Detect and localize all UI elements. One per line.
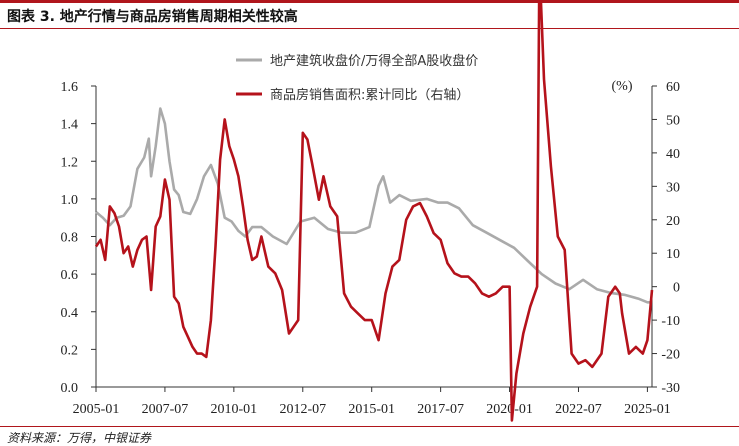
series-line-price-ratio <box>95 107 652 304</box>
x-tick-label: 2012-07 <box>279 402 326 417</box>
top-rule <box>0 0 739 3</box>
right-y-tick-label: 10 <box>666 247 680 262</box>
left-y-tick-label: 0.6 <box>61 268 79 283</box>
x-tick-label: 2015-01 <box>348 402 395 417</box>
x-tick-label: 2010-01 <box>211 402 258 417</box>
x-tick-label: 2025-01 <box>624 402 671 417</box>
left-y-tick-label: 0.0 <box>61 381 79 396</box>
figure-title: 图表 3. 地产行情与商品房销售周期相关性较高 <box>7 9 298 25</box>
right-y-tick-label: 40 <box>666 147 680 162</box>
x-tick-label: 2022-07 <box>555 402 602 417</box>
left-y-tick-label: 0.4 <box>61 306 79 321</box>
right-y-tick-label: 60 <box>666 80 680 95</box>
source-note: 资料来源：万得，中银证券 <box>7 431 152 445</box>
left-y-tick-label: 0.8 <box>61 231 79 246</box>
source-rule <box>0 426 739 427</box>
title-rule <box>0 28 739 29</box>
left-y-tick-label: 1.0 <box>61 193 79 208</box>
right-y-tick-label: -10 <box>661 314 680 329</box>
x-tick-label: 2017-07 <box>417 402 464 417</box>
right-axis-unit: (%) <box>612 79 633 94</box>
left-y-tick-label: 1.2 <box>61 155 79 170</box>
x-tick-label: 2020-01 <box>486 402 533 417</box>
legend-label: 商品房销售面积:累计同比（右轴） <box>270 87 469 103</box>
series-line-sales-area <box>94 0 654 422</box>
right-y-tick-label: 50 <box>666 113 680 128</box>
left-y-tick-label: 1.4 <box>61 118 79 133</box>
right-y-tick-label: -20 <box>661 348 680 363</box>
legend-label: 地产建筑收盘价/万得全部A股收盘价 <box>270 53 478 69</box>
right-y-tick-label: 20 <box>666 214 680 229</box>
right-y-tick-label: -30 <box>661 381 680 396</box>
x-tick-label: 2007-07 <box>142 402 189 417</box>
x-tick-label: 2005-01 <box>73 402 120 417</box>
left-y-tick-label: 1.6 <box>61 80 79 95</box>
left-y-tick-label: 0.2 <box>61 343 79 358</box>
right-y-tick-label: 0 <box>673 281 680 296</box>
right-y-tick-label: 30 <box>666 180 680 195</box>
